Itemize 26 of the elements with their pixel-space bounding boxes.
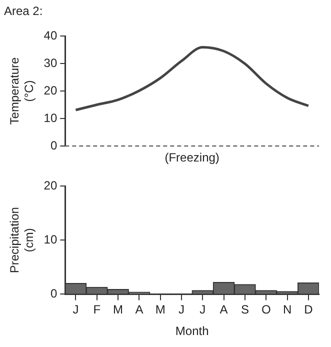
y-axis-title: Temperature (°C) [8, 56, 36, 125]
y-tick-label: 40 [44, 28, 58, 42]
ref-line-label: (Freezing) [164, 150, 220, 164]
y-tick-label: 20 [44, 83, 58, 98]
x-tick-label: A [220, 302, 228, 317]
x-tick-label: D [304, 302, 314, 317]
x-tick-label: O [261, 302, 271, 317]
y-tick-label: 10 [44, 110, 58, 125]
x-tick-label: J [178, 302, 184, 317]
x-tick-label: S [240, 302, 249, 317]
chart-title: Area 2: [4, 4, 43, 18]
y-axis-title: Precipitation (cm) [8, 207, 36, 274]
x-tick-label: N [282, 302, 292, 317]
y-tick-label: 0 [50, 138, 58, 152]
x-tick-label: M [113, 302, 124, 317]
y-tick-label: 0 [50, 286, 58, 301]
y-tick-label: 10 [44, 232, 58, 246]
line-series [74, 46, 310, 112]
x-tick-label: J [200, 302, 206, 317]
x-tick-label: J [72, 302, 79, 317]
x-tick-label: M [155, 302, 166, 317]
x-tick-label: A [135, 302, 144, 317]
y-tick-label: 20 [44, 178, 58, 192]
y-tick-label: 30 [44, 56, 58, 70]
x-axis-title: Month [175, 324, 209, 338]
x-tick-label: F [93, 302, 101, 317]
